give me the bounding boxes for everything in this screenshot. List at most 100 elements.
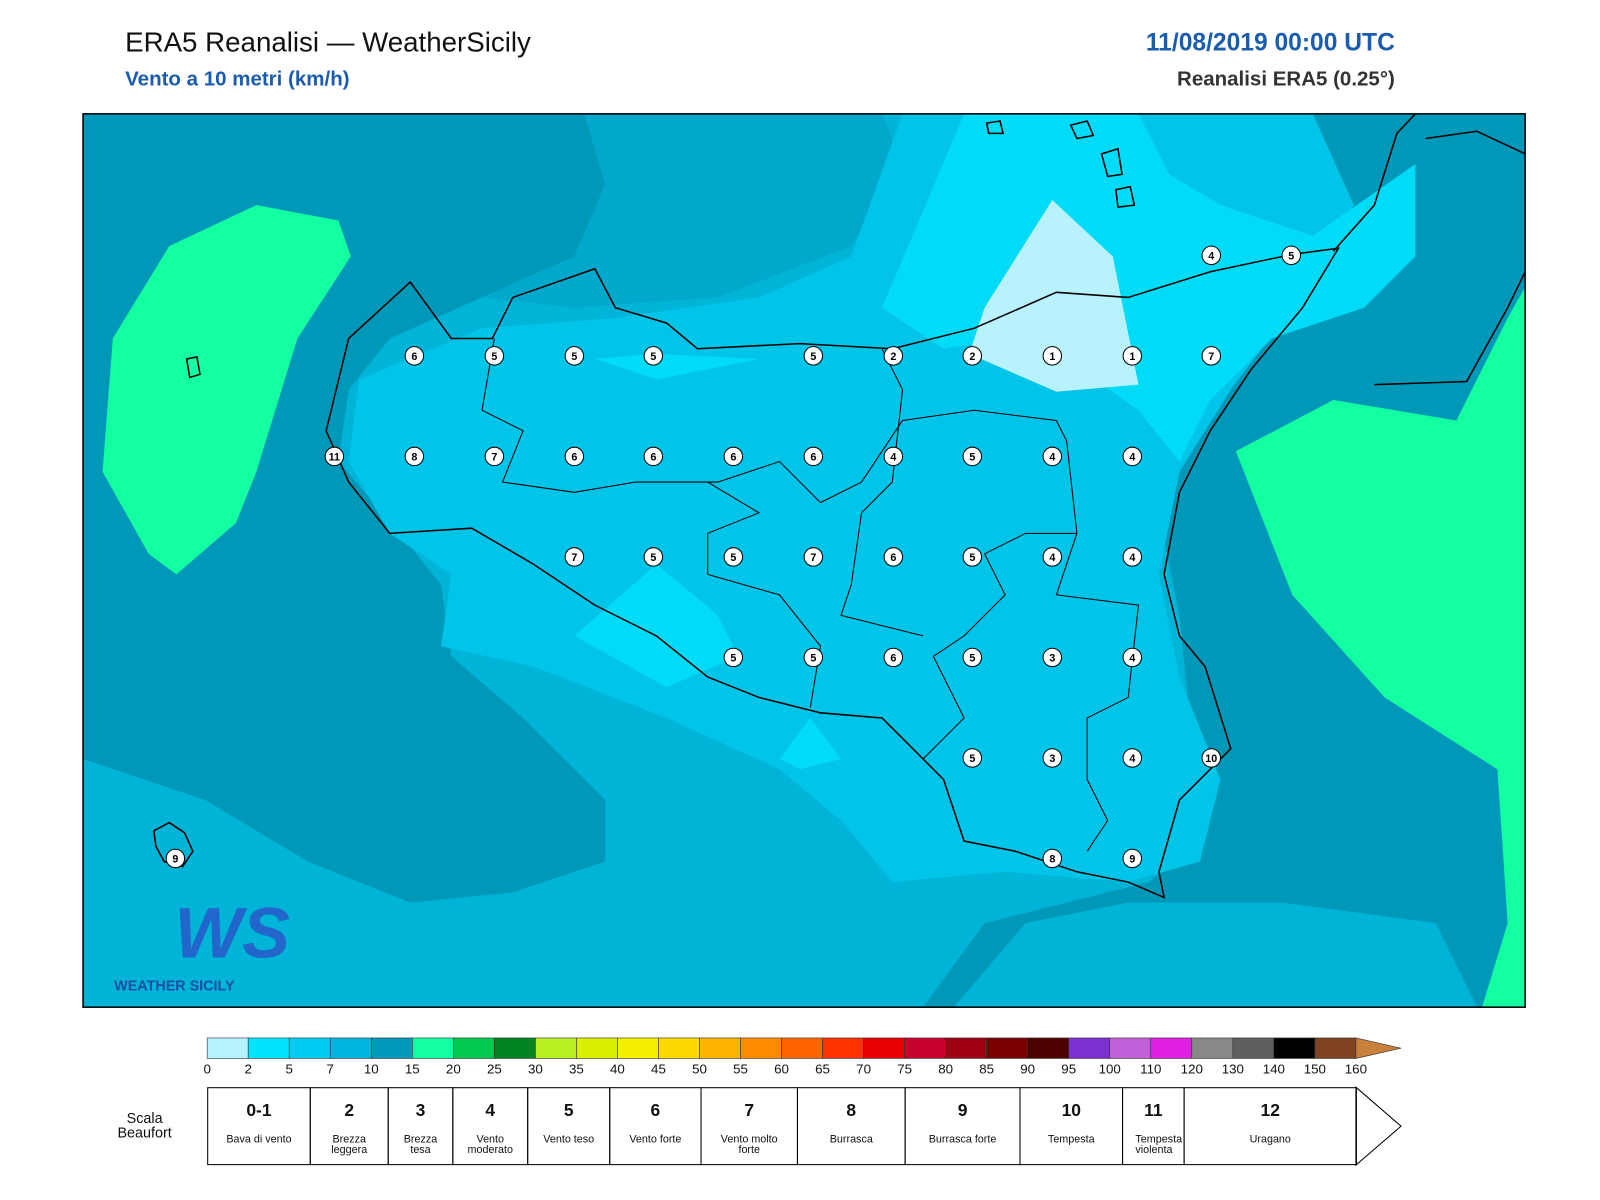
colorbar-tick-label: 50	[692, 1061, 707, 1076]
colorbar-swatch	[576, 1037, 618, 1059]
beaufort-label: Vento molto forte	[720, 1133, 778, 1156]
station-marker	[962, 446, 983, 467]
colorbar-swatch	[863, 1037, 905, 1059]
colorbar-tick-label: 45	[651, 1061, 666, 1076]
colorbar-swatch	[1232, 1037, 1275, 1059]
station-value: 10	[1205, 753, 1217, 765]
station-marker	[962, 748, 983, 768]
colorbar-tick-label: 120	[1181, 1061, 1203, 1076]
colorbar-swatch	[1191, 1037, 1234, 1059]
colorbar: 0 2 5 7 10 15 20 25 30 35 40 45 50 55 60 65 70 75 80 85 90 95…	[203, 1037, 1402, 1076]
logo-name: WEATHER SICILY	[114, 978, 235, 994]
contour	[779, 717, 842, 770]
beaufort-force: 2	[344, 1100, 355, 1120]
colorbar-tick-label: 85	[979, 1061, 994, 1076]
beaufort-label: Bava di vento	[226, 1133, 292, 1146]
colorbar-tick-label: 75	[897, 1061, 912, 1076]
station-value: 5	[969, 652, 975, 664]
colorbar-tick-label: 10	[364, 1061, 379, 1076]
station-value: 1	[1049, 351, 1055, 363]
station-value: 1	[1129, 351, 1135, 363]
colorbar-tick-label: 70	[856, 1061, 871, 1076]
colorbar-swatch	[535, 1037, 577, 1059]
station-value: 2	[969, 351, 975, 363]
beaufort-force: 8	[846, 1100, 857, 1120]
station-value: 5	[571, 351, 577, 363]
colorbar-swatch	[1068, 1037, 1111, 1059]
station-marker	[1122, 647, 1143, 668]
beaufort-label: Uragano	[1249, 1133, 1291, 1146]
beaufort-cell: 4 Vento moderato	[452, 1087, 529, 1166]
colorbar-swatch	[370, 1037, 413, 1059]
island	[1100, 147, 1123, 178]
beaufort-label: Tempesta	[1047, 1133, 1095, 1146]
colorbar-tick-label: 150	[1304, 1061, 1326, 1076]
colorbar-swatch	[699, 1037, 741, 1059]
island	[985, 120, 1005, 135]
station-value: 5	[969, 552, 975, 564]
station-marker	[962, 647, 983, 668]
title: ERA5 Reanalisi — WeatherSicily	[125, 26, 531, 57]
station-value: 4	[1129, 451, 1135, 463]
beaufort-label: Brezza tesa	[403, 1133, 438, 1156]
colorbar-tick-label: 20	[446, 1061, 461, 1076]
colorbar-swatch	[1314, 1037, 1357, 1059]
colorbar-tick-label: 100	[1099, 1061, 1121, 1076]
station-marker	[803, 346, 824, 366]
station-marker	[803, 446, 824, 467]
colorbar-swatch	[781, 1037, 823, 1059]
colorbar-tick-label: 2	[244, 1061, 251, 1076]
station-marker	[643, 446, 664, 467]
colorbar-swatch	[945, 1037, 987, 1059]
beaufort-cell: 7 Vento molto forte	[700, 1087, 798, 1166]
station-marker	[883, 547, 904, 567]
colorbar-swatch	[658, 1037, 700, 1059]
colorbar-swatch	[822, 1037, 864, 1059]
station-value: 6	[571, 451, 577, 463]
station-marker	[1122, 446, 1143, 467]
station-marker	[324, 446, 345, 467]
province-border	[707, 481, 822, 708]
contour	[594, 353, 759, 380]
colorbar-tick-label: 60	[774, 1061, 789, 1076]
station-marker	[564, 446, 585, 467]
beaufort-force: 7	[744, 1100, 755, 1120]
station-value: 5	[1288, 250, 1294, 262]
station-marker	[404, 446, 425, 467]
beaufort-label: Vento moderato	[467, 1133, 513, 1156]
beaufort-label: Burrasca	[829, 1133, 873, 1146]
station-value: 6	[650, 451, 656, 463]
beaufort-label: Vento teso	[543, 1133, 595, 1146]
station-marker	[1122, 848, 1143, 869]
beaufort-cell: 3 Brezza tesa	[387, 1087, 454, 1166]
station-marker	[564, 547, 585, 567]
station-marker	[1042, 748, 1063, 768]
station-marker	[1042, 547, 1063, 567]
station-marker	[962, 346, 983, 366]
station-value: 2	[890, 351, 896, 363]
island	[185, 356, 201, 379]
subtitle: Vento a 10 metri (km/h)	[125, 67, 349, 90]
station-marker	[1201, 245, 1222, 266]
beaufort-cell: 12 Uragano	[1183, 1087, 1357, 1166]
colorbar-swatch	[494, 1037, 536, 1059]
colorbar-tick-label: 30	[528, 1061, 543, 1076]
contour	[574, 564, 739, 688]
station-value: 4	[1049, 552, 1055, 564]
station-value: 5	[650, 351, 656, 363]
beaufort-force: 5	[563, 1100, 574, 1120]
station-value: 6	[411, 351, 417, 363]
beaufort-force: 11	[1144, 1100, 1163, 1120]
beaufort-label: Tempesta violenta	[1135, 1133, 1183, 1156]
colorbar-tick-label: 7	[327, 1061, 334, 1076]
colorbar-tick-label: 35	[569, 1061, 584, 1076]
station-value: 9	[1129, 853, 1135, 865]
station-marker	[723, 547, 744, 567]
beaufort-cell: 9 Burrasca forte	[904, 1087, 1021, 1166]
contour	[882, 113, 1416, 462]
station-value: 4	[1129, 552, 1135, 564]
beaufort-cell: 6 Vento forte	[609, 1087, 702, 1166]
contour	[482, 113, 903, 308]
colorbar-tick-label: 55	[733, 1061, 748, 1076]
